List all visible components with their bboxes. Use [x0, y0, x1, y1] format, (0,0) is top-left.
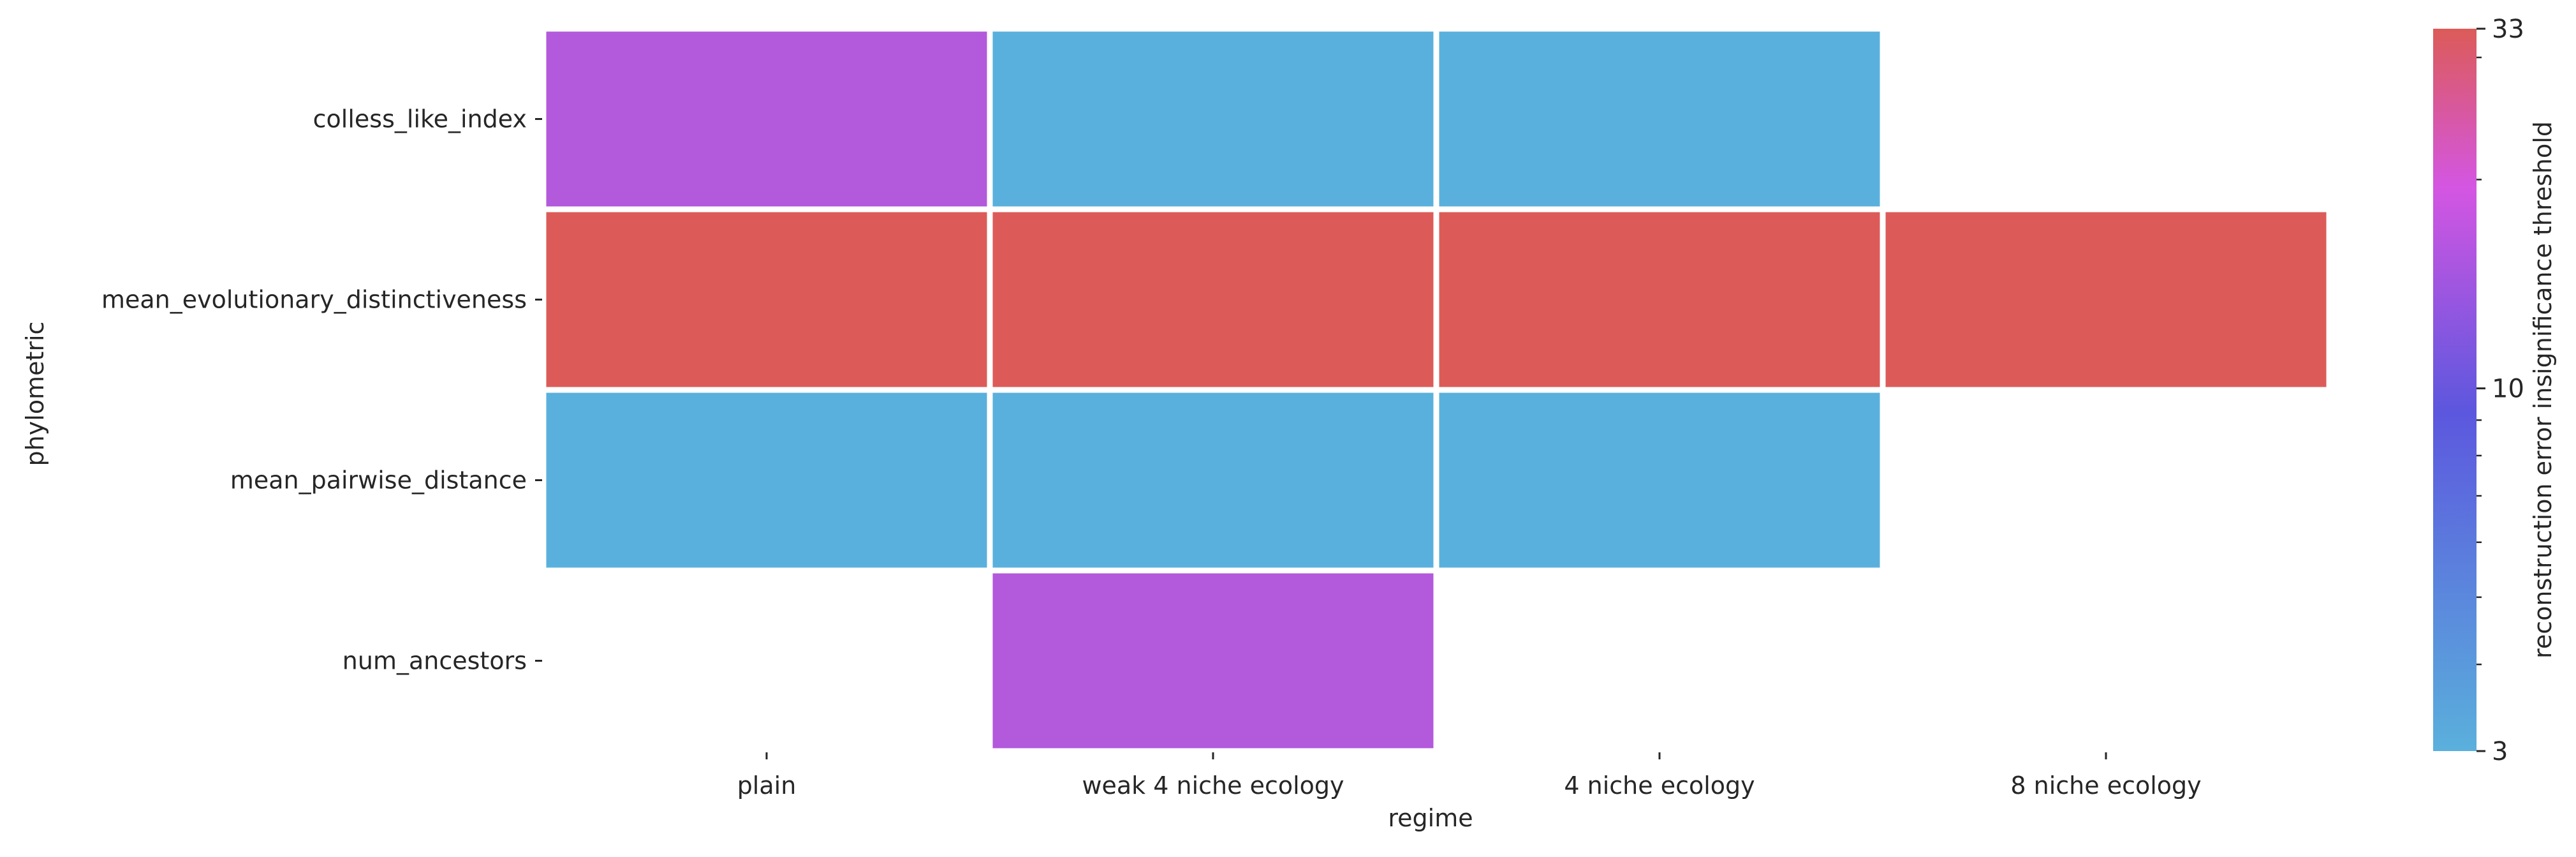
x-tick-label: plain — [737, 771, 797, 800]
colorbar-tick-label: 33 — [2492, 15, 2524, 44]
heatmap-cell — [1880, 206, 2332, 393]
heatmap-cell — [987, 206, 1439, 393]
y-tick-label: colless_like_index — [313, 105, 527, 133]
heatmap-cell — [987, 387, 1439, 574]
colorbar — [2433, 29, 2477, 751]
heatmap-cell — [1433, 387, 1886, 574]
colorbar-tick-label: 10 — [2492, 375, 2524, 404]
x-tick-label: 8 niche ecology — [2010, 771, 2201, 800]
colorbar-tick-label: 3 — [2492, 737, 2508, 766]
y-tick-label: mean_evolutionary_distinctiveness — [101, 286, 527, 314]
heatmap-cell — [540, 26, 993, 212]
x-axis-label: regime — [1388, 804, 1473, 832]
y-axis-ticks: colless_like_index mean_evolutionary_dist… — [101, 105, 542, 675]
heatmap-cell — [987, 26, 1439, 212]
y-tick-label: mean_pairwise_distance — [230, 466, 527, 495]
colorbar-ticks: 3 10 33 — [2477, 15, 2524, 766]
heatmap-cell — [1433, 206, 1886, 393]
x-tick-label: weak 4 niche ecology — [1082, 771, 1344, 800]
heatmap-cell — [540, 387, 993, 574]
heatmap-cell — [987, 567, 1439, 754]
x-axis-ticks: plain weak 4 niche ecology 4 niche ecology… — [737, 752, 2202, 800]
y-axis-label: phylometric — [21, 322, 49, 466]
heatmap-cell — [540, 206, 993, 393]
y-tick-label: num_ancestors — [342, 647, 527, 675]
x-tick-label: 4 niche ecology — [1564, 771, 1755, 800]
colorbar-label: reconstruction error insignificance thre… — [2529, 121, 2557, 659]
heatmap-cells — [540, 26, 2332, 754]
heatmap-cell — [1433, 26, 1886, 212]
